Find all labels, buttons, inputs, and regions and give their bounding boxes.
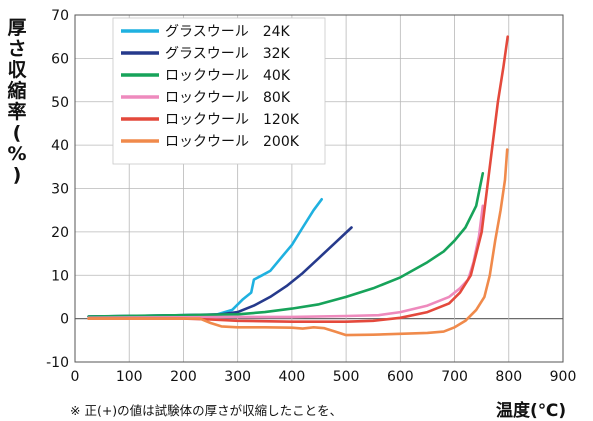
x-tick-labels: 0 100 200 300 400 500 600 700 800 900 — [71, 369, 577, 385]
x-tick-label: 200 — [170, 369, 197, 385]
x-tick-label: 300 — [224, 369, 251, 385]
y-tick-labels: -10 0 10 20 30 40 50 60 70 — [46, 8, 69, 371]
series-lines — [87, 35, 509, 337]
plot-frame — [74, 14, 564, 363]
x-tick-label: 700 — [441, 369, 468, 385]
y-axis-label-char: % — [7, 143, 27, 165]
y-axis-label-char: ( — [12, 122, 22, 144]
x-tick-label: 0 — [71, 369, 80, 385]
y-tick-label: 20 — [51, 225, 69, 241]
y-axis-label-char: 厚 — [7, 17, 27, 39]
series-line — [87, 198, 323, 318]
y-tick-label: 40 — [51, 138, 69, 154]
legend-entry: ロックウール 80K — [165, 90, 291, 106]
y-axis-label-char: さ — [7, 38, 27, 60]
legend: グラスウール 24K グラスウール 32K ロックウール 40K ロックウール 80K… — [112, 17, 326, 165]
x-tick-label: 400 — [279, 369, 306, 385]
y-tick-label: -10 — [46, 355, 69, 371]
x-tick-label: 800 — [495, 369, 522, 385]
x-tick-label: 900 — [550, 369, 577, 385]
axes — [74, 14, 564, 363]
y-tick-label: 70 — [51, 8, 69, 24]
x-axis-label: 温度(℃) — [496, 401, 567, 421]
series-line — [87, 172, 485, 318]
series-line — [87, 148, 509, 337]
y-tick-label: 60 — [51, 51, 69, 67]
y-tick-label: 10 — [51, 268, 69, 284]
y-tick-label: 0 — [60, 312, 69, 328]
y-tick-label: 50 — [51, 95, 69, 111]
y-axis-label: 厚さ収縮率(%) — [6, 18, 28, 186]
x-tick-label: 600 — [387, 369, 414, 385]
legend-entry: ロックウール 40K — [165, 68, 291, 84]
y-axis-label-char: 率 — [7, 101, 27, 123]
x-tick-label: 500 — [333, 369, 360, 385]
series-line — [87, 226, 353, 318]
x-tick-label: 100 — [116, 369, 143, 385]
footnote: ※ 正(+)の値は試験体の厚さが収縮したことを、 — [70, 403, 343, 418]
legend-entry: ロックウール 120K — [165, 112, 300, 128]
y-axis-label-char: ) — [12, 164, 22, 186]
y-tick-label: 30 — [51, 182, 69, 198]
y-axis-label-char: 縮 — [7, 80, 27, 102]
series-line — [87, 204, 485, 320]
legend-entry: グラスウール 24K — [165, 24, 291, 40]
series-line — [87, 35, 509, 323]
y-axis-label-char: 収 — [7, 59, 27, 81]
legend-entry: グラスウール 32K — [165, 46, 291, 62]
legend-entry: ロックウール 200K — [165, 134, 300, 150]
